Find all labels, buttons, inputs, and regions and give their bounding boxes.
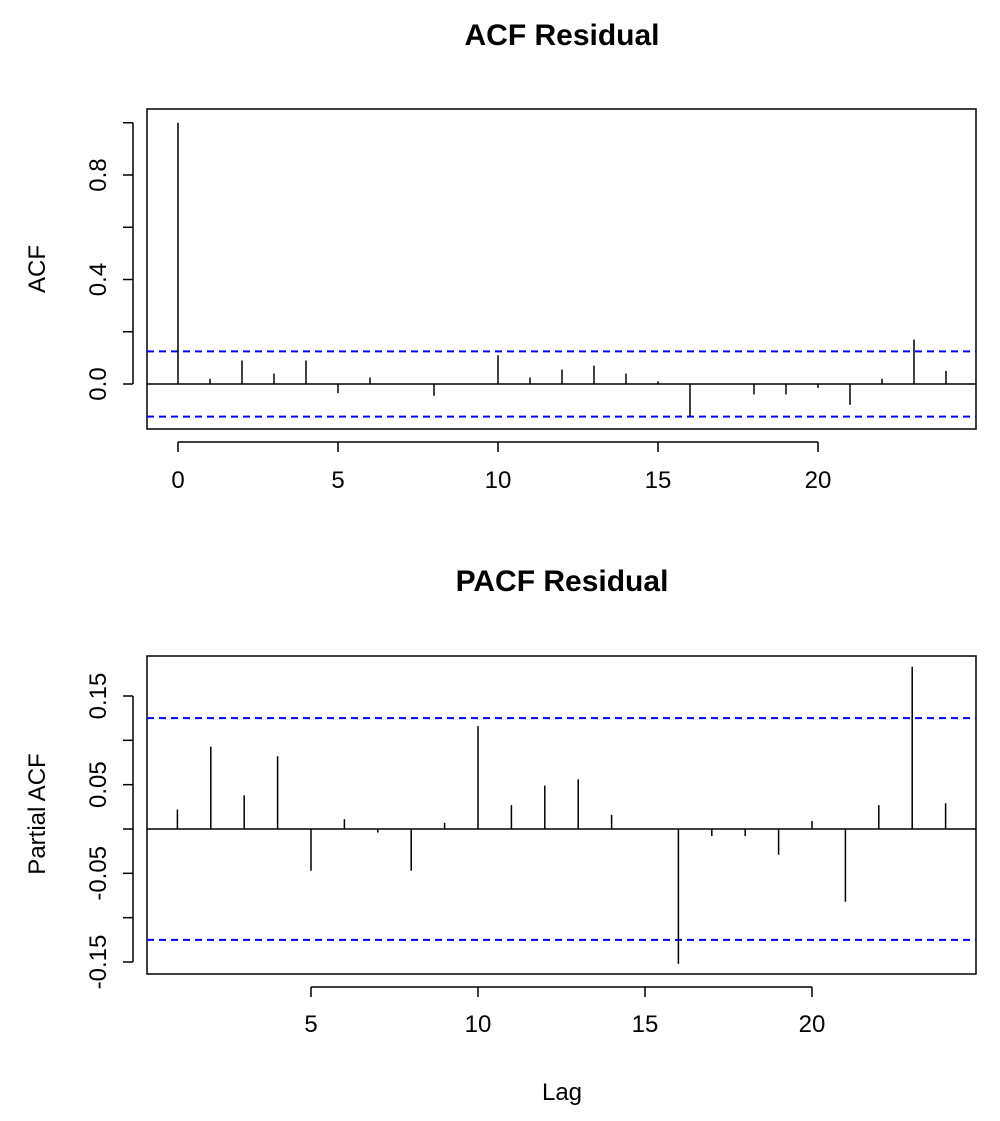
pacf-plot-frame bbox=[146, 655, 977, 975]
pacf-y-tick-label: -0.05 bbox=[85, 846, 112, 901]
acf-x-tick-label: 0 bbox=[171, 467, 184, 494]
pacf-y-tick-label: 0.05 bbox=[85, 761, 112, 808]
pacf-x-tick-label: 10 bbox=[465, 1011, 492, 1038]
pacf-y-tick-label: -0.15 bbox=[85, 935, 112, 990]
acf-plot-panel: ACF Residual ACF 0.0 0.4 0.8 0 5 10 15 20 bbox=[24, 19, 977, 494]
pacf-x-tick-label: 15 bbox=[632, 1011, 659, 1038]
pacf-x-tick-label: 5 bbox=[304, 1011, 317, 1038]
pacf-x-tick-label: 20 bbox=[799, 1011, 826, 1038]
acf-x-tick-label: 15 bbox=[645, 467, 672, 494]
pacf-chart-title: PACF Residual bbox=[456, 565, 669, 598]
acf-y-axis-label: ACF bbox=[24, 245, 51, 293]
acf-y-tick-label: 0.4 bbox=[85, 263, 112, 296]
pacf-y-tick-label: 0.15 bbox=[85, 673, 112, 720]
acf-x-tick-label: 5 bbox=[331, 467, 344, 494]
pacf-x-axis-label: Lag bbox=[542, 1079, 582, 1106]
pacf-plot-panel: PACF Residual Partial ACF Lag -0.15 -0.05… bbox=[24, 565, 977, 1106]
acf-x-tick-label: 20 bbox=[805, 467, 832, 494]
acf-plot-frame bbox=[146, 108, 977, 430]
acf-y-tick-label: 0.0 bbox=[85, 367, 112, 400]
acf-x-tick-label: 10 bbox=[485, 467, 512, 494]
acf-chart-title: ACF Residual bbox=[464, 19, 659, 52]
pacf-y-axis-label: Partial ACF bbox=[24, 753, 51, 874]
acf-y-tick-label: 0.8 bbox=[85, 158, 112, 191]
